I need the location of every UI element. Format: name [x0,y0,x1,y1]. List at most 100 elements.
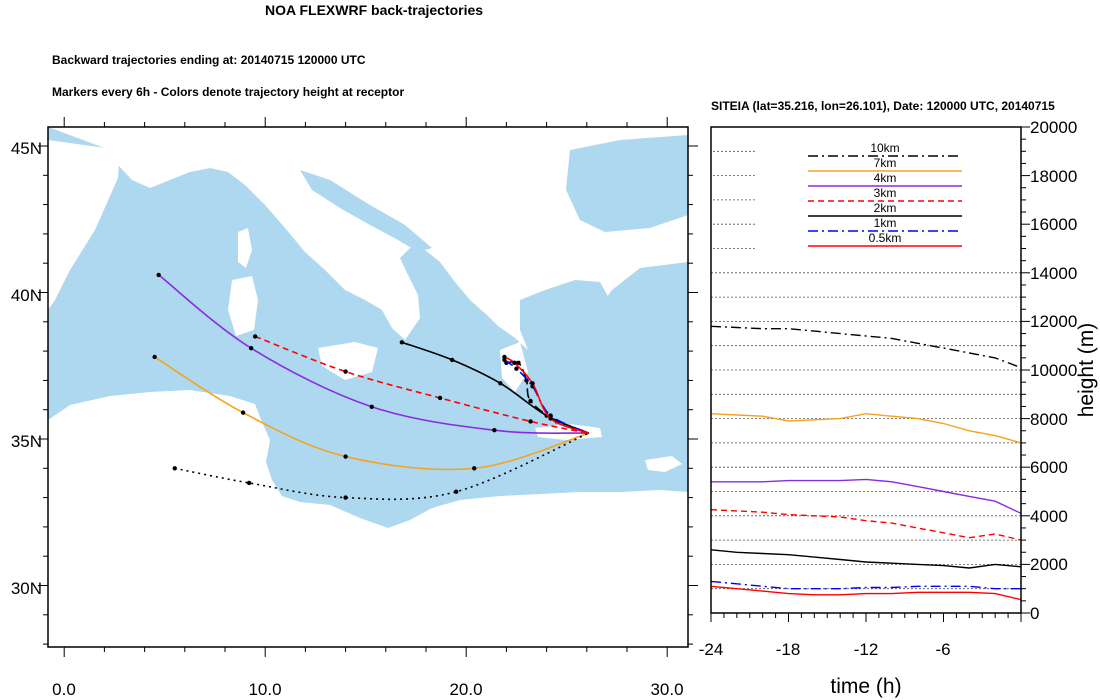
height-gridlines [711,150,1021,590]
height-series-3km [711,509,1021,541]
legend-label-bg [866,174,904,184]
map-frame [47,126,689,648]
lat-tick-label: 45N [11,139,42,158]
trajectory-10km [506,360,590,434]
height-panel-title: SITEIA (lat=35.216, lon=26.101), Date: 1… [711,99,1055,113]
legend-label-0.5km: 0.5km [869,231,902,245]
peloponnese-land [500,342,528,392]
x-tick-label: -24 [699,640,724,659]
trajectory-marker [343,495,348,500]
x-tick-label: -12 [854,640,879,659]
y-axis-label: height (m) [1075,323,1098,418]
sardinia-land [228,276,258,336]
figure-subtitle-time: Backward trajectories ending at: 2014071… [52,53,366,67]
y-tick-label: 4000 [1030,507,1068,526]
height-tick-marks [710,126,1030,622]
trajectory-marker [399,340,405,345]
trajectory-marker [548,416,553,421]
trajectory-marker [492,428,497,433]
trajectory-marker [343,369,348,374]
trajectory-marker [498,381,503,386]
legend-label-bg [866,159,904,169]
legend-label-1km: 1km [874,216,897,230]
trajectory-marker [449,357,455,363]
figure-subtitle-markers: Markers every 6h - Colors denote traject… [52,85,404,99]
trajectory-marker [369,404,374,409]
y-tick-label: 18000 [1030,167,1077,186]
trajectory-1km [503,359,590,434]
black-sea [566,135,688,232]
trajectory-layer [152,272,590,501]
y-tick-label: 6000 [1030,458,1068,477]
trajectory-marker [152,354,157,360]
trajectory-marker [246,480,252,486]
lon-tick-label: 10.0 [248,680,281,699]
adriatic-sea [300,170,432,252]
x-tick-label: -18 [776,640,801,659]
trajectory-marker [502,354,507,360]
map-land [48,127,688,647]
lon-tick-label: 30.0 [650,680,683,699]
trajectory-marker [156,272,161,278]
lat-tick-label: 30N [11,579,42,598]
lat-tick-label: 40N [11,286,42,305]
north-africa-land [48,390,688,647]
height-series-2km [711,549,1021,569]
trajectory-marker [530,381,535,386]
legend-label-10km: 10km [870,141,899,155]
map-panel: 45N 40N 35N 30N 0.0 10.0 20.0 30.0 [11,117,698,699]
trajectory-marker [252,334,258,339]
trajectory-marker [248,345,254,351]
lat-tick-label: 35N [11,432,42,451]
height-series-1km [711,580,1021,590]
legend-label-7km: 7km [874,156,897,170]
y-tick-label: 12000 [1030,312,1077,331]
y-tick-label: 2000 [1030,555,1068,574]
trajectory-marker [524,378,529,383]
legend-label-bg [866,144,904,154]
legend-label-4km: 4km [874,171,897,185]
trajectory-marker [472,466,477,471]
trajectory-low [174,432,590,501]
x-axis-label: time (h) [830,675,901,698]
trajectory-marker [240,410,246,415]
lon-tick-label: 0.0 [52,680,76,699]
legend-label-3km: 3km [874,186,897,200]
corsica-land [238,228,252,268]
legend-label-bg [866,204,904,214]
y-tick-label: 14000 [1030,264,1077,283]
sicily-land [318,342,378,380]
legend-label-bg [866,234,904,244]
cyprus-land [645,456,682,472]
height-series-10km [711,325,1021,369]
y-tick-label: 0 [1030,604,1039,623]
y-tick-label: 20000 [1030,118,1077,137]
legend-label-2km: 2km [874,201,897,215]
height-series-layer [711,325,1021,601]
legend-label-bg [866,189,904,199]
legend-label-bg [866,219,904,229]
map-tick-marks [38,117,698,657]
height-panel: SITEIA (lat=35.216, lon=26.101), Date: 1… [699,99,1098,698]
trajectory-marker [528,419,533,424]
aegean-sea [520,280,610,400]
trajectory-marker [528,398,533,404]
trajectory-marker [514,366,519,371]
trajectory-marker [453,489,459,494]
height-plot-frame [710,126,1022,614]
height-series-7km [711,412,1021,444]
trajectory-marker [437,395,443,401]
height-series-4km [711,478,1021,515]
iberia-land [48,140,120,310]
y-tick-label: 16000 [1030,215,1077,234]
crete-land [535,424,602,440]
figure-title: NOA FLEXWRF back-trajectories [265,2,483,18]
y-tick-label: 10000 [1030,361,1077,380]
trajectory-marker [343,454,348,459]
lon-tick-label: 20.0 [449,680,482,699]
y-tick-label: 8000 [1030,410,1068,429]
trajectory-marker [172,466,177,471]
trajectory-marker [516,360,521,366]
